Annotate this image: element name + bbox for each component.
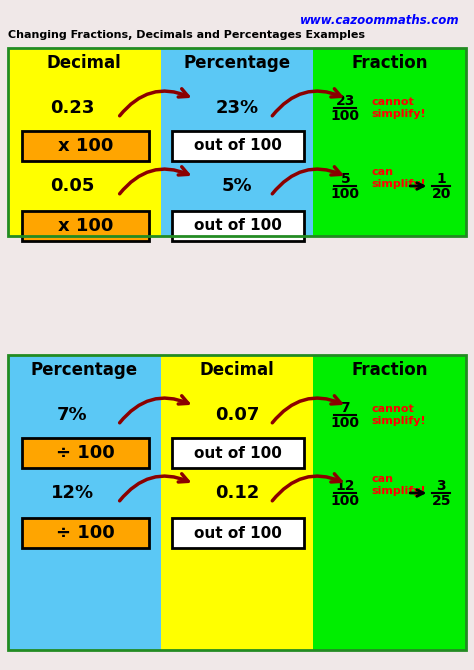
Bar [313, 48, 466, 236]
Text: 12%: 12% [51, 484, 94, 502]
Text: can
simplify!: can simplify! [371, 474, 426, 496]
Text: 3: 3 [437, 479, 446, 493]
Text: 20: 20 [432, 187, 451, 201]
Bar [8, 355, 466, 650]
Bar [161, 48, 313, 236]
Text: 0.05: 0.05 [50, 177, 94, 195]
FancyBboxPatch shape [22, 211, 149, 241]
Text: 5%: 5% [222, 177, 252, 195]
Text: 1: 1 [437, 172, 446, 186]
FancyBboxPatch shape [172, 438, 304, 468]
Text: 7: 7 [340, 401, 350, 415]
Bar [313, 48, 466, 78]
Text: ÷ 100: ÷ 100 [56, 524, 115, 542]
Bar [8, 48, 161, 236]
Text: Decimal: Decimal [47, 54, 122, 72]
Text: 100: 100 [331, 416, 360, 430]
Text: 100: 100 [331, 494, 360, 508]
Text: 0.12: 0.12 [215, 484, 259, 502]
FancyBboxPatch shape [172, 131, 304, 161]
Bar [8, 355, 161, 385]
Bar [313, 355, 466, 650]
Bar [313, 355, 466, 385]
Text: 25: 25 [432, 494, 451, 508]
Text: 100: 100 [331, 187, 360, 201]
Text: Percentage: Percentage [31, 361, 138, 379]
Text: 23: 23 [336, 94, 355, 108]
Text: Decimal: Decimal [200, 361, 274, 379]
Bar [8, 48, 466, 236]
Text: out of 100: out of 100 [194, 446, 282, 460]
Text: x 100: x 100 [58, 137, 114, 155]
Text: 100: 100 [331, 109, 360, 123]
Text: Fraction: Fraction [351, 54, 428, 72]
Bar [8, 48, 161, 78]
Bar [161, 355, 313, 385]
Text: Changing Fractions, Decimals and Percentages Examples: Changing Fractions, Decimals and Percent… [8, 30, 365, 40]
FancyBboxPatch shape [22, 518, 149, 548]
Text: 7%: 7% [57, 406, 87, 424]
Text: ÷ 100: ÷ 100 [56, 444, 115, 462]
Text: x 100: x 100 [58, 217, 114, 235]
Text: 0.07: 0.07 [215, 406, 259, 424]
FancyBboxPatch shape [172, 518, 304, 548]
Text: 23%: 23% [216, 99, 258, 117]
Text: cannot
simplify!: cannot simplify! [371, 96, 426, 119]
FancyBboxPatch shape [22, 438, 149, 468]
Text: Percentage: Percentage [183, 54, 291, 72]
FancyBboxPatch shape [172, 211, 304, 241]
Text: www.cazoommaths.com: www.cazoommaths.com [301, 14, 460, 27]
Bar [8, 355, 161, 650]
Text: 5: 5 [340, 172, 350, 186]
Text: cannot
simplify!: cannot simplify! [371, 404, 426, 426]
Text: out of 100: out of 100 [194, 218, 282, 234]
Text: 12: 12 [336, 479, 355, 493]
Text: out of 100: out of 100 [194, 525, 282, 541]
Text: out of 100: out of 100 [194, 139, 282, 153]
Text: 0.23: 0.23 [50, 99, 94, 117]
FancyBboxPatch shape [22, 131, 149, 161]
Bar [161, 48, 313, 78]
Text: Fraction: Fraction [351, 361, 428, 379]
Bar [161, 355, 313, 650]
Text: can
simplify!: can simplify! [371, 167, 426, 189]
